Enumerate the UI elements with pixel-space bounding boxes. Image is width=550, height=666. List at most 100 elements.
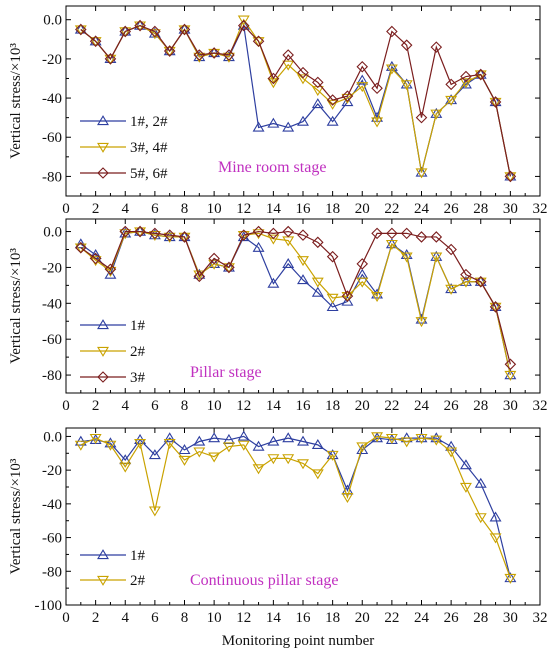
legend-marker <box>97 115 109 126</box>
data-point <box>311 469 324 480</box>
data-point <box>326 250 339 263</box>
data-point <box>134 19 147 30</box>
data-point <box>430 432 443 443</box>
data-point <box>341 295 354 306</box>
data-point <box>474 477 487 488</box>
data-point <box>386 227 398 240</box>
data-point <box>415 166 428 177</box>
series-line <box>80 435 511 579</box>
series-line <box>80 230 511 365</box>
legend-label: 3#, 4# <box>130 140 168 156</box>
data-point <box>385 238 398 249</box>
data-point <box>371 117 384 128</box>
data-point <box>415 231 428 243</box>
data-point <box>356 82 369 93</box>
x-tick-label: 14 <box>266 201 282 217</box>
data-point <box>341 290 354 302</box>
data-point <box>267 72 280 85</box>
data-point <box>326 293 339 304</box>
data-point <box>504 572 517 583</box>
series-line <box>80 230 511 376</box>
data-point <box>504 573 517 584</box>
data-point <box>74 25 87 36</box>
data-point <box>400 80 413 91</box>
y-tick-label: -100 <box>35 598 63 614</box>
data-point <box>445 440 458 451</box>
data-point <box>459 482 472 493</box>
data-point <box>489 301 502 312</box>
data-point <box>326 115 339 126</box>
data-point <box>415 317 428 328</box>
x-tick-label: 14 <box>266 610 282 626</box>
y-tick-label: -60 <box>42 130 62 146</box>
data-point <box>282 60 295 71</box>
data-point <box>104 263 117 276</box>
data-point <box>371 432 384 443</box>
data-point <box>371 82 383 95</box>
data-point <box>386 25 398 38</box>
legend-marker <box>97 319 109 330</box>
x-tick-label: 0 <box>62 398 70 414</box>
legend-marker <box>97 371 109 383</box>
x-tick-label: 14 <box>266 398 282 414</box>
data-point <box>430 109 443 120</box>
legend-label: 1# <box>130 548 146 564</box>
data-point <box>297 256 309 267</box>
data-point <box>489 96 502 108</box>
data-point <box>149 227 161 240</box>
data-point <box>252 35 265 48</box>
data-point <box>460 70 472 83</box>
legend-marker <box>97 142 109 153</box>
data-point <box>489 302 502 313</box>
x-tick-label: 18 <box>325 201 340 217</box>
x-tick-label: 6 <box>151 201 159 217</box>
x-tick-label: 16 <box>296 201 312 217</box>
data-point <box>474 68 487 81</box>
data-point <box>237 440 250 451</box>
data-point <box>489 97 502 108</box>
data-point <box>474 277 487 288</box>
data-point <box>400 39 413 51</box>
stage-label: Mine room stage <box>218 159 326 176</box>
y-tick-label: -40 <box>42 91 62 107</box>
legend-label: 5#, 6# <box>130 166 168 182</box>
data-point <box>178 231 191 243</box>
data-point <box>341 96 354 107</box>
data-point <box>237 19 250 32</box>
data-point <box>178 23 191 34</box>
data-point <box>297 435 309 446</box>
data-point <box>297 74 309 85</box>
data-point <box>326 450 339 461</box>
data-point <box>282 49 294 61</box>
data-point <box>297 115 309 126</box>
data-point <box>75 23 87 36</box>
data-point <box>208 257 221 269</box>
x-tick-label: 0 <box>62 610 70 626</box>
data-point <box>282 225 294 238</box>
legend-label: 1# <box>130 318 146 334</box>
series-line <box>80 24 511 177</box>
x-tick-label: 10 <box>207 610 222 626</box>
data-point <box>341 90 354 102</box>
data-point <box>267 234 280 245</box>
data-point <box>163 46 176 57</box>
data-point <box>222 442 235 453</box>
data-point <box>267 277 280 288</box>
x-tick-label: 32 <box>533 398 548 414</box>
panel-continuous-pillar-stage: 0 2 4 6 8 10 12 14 16 18 20 22 24 26 28 30 320.0-20-40-6… <box>8 427 548 626</box>
x-tick-label: 8 <box>181 201 189 217</box>
data-point <box>356 444 369 455</box>
x-tick-label: 10 <box>207 201 222 217</box>
x-tick-label: 32 <box>533 610 548 626</box>
data-point <box>400 252 413 263</box>
legend: 1# 2# 3# <box>80 318 146 386</box>
legend-label: 1#, 2# <box>130 114 168 130</box>
data-point <box>385 239 398 250</box>
data-point <box>341 492 354 503</box>
data-point <box>148 449 161 460</box>
data-point <box>252 241 265 252</box>
series-1-2 <box>74 19 517 181</box>
data-point <box>504 172 517 183</box>
legend: 1# 2# <box>80 548 146 589</box>
